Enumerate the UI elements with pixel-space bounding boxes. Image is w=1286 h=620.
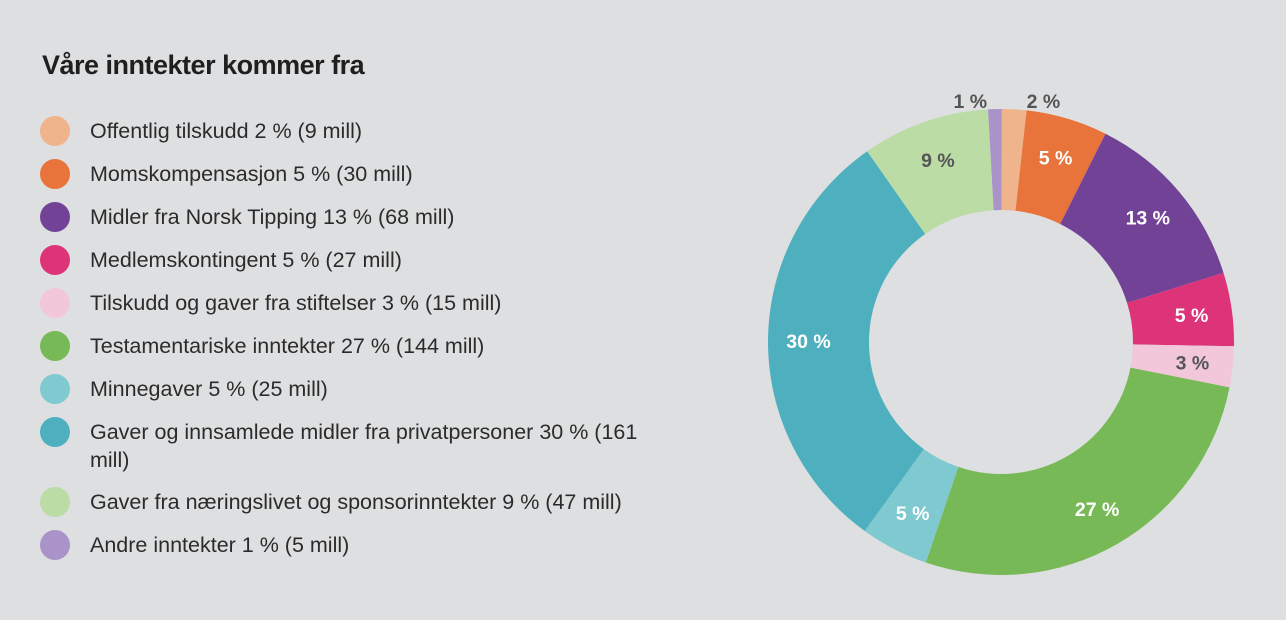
slice-label: 9 % bbox=[921, 150, 955, 172]
donut-slice bbox=[925, 367, 1230, 575]
slice-label: 27 % bbox=[1075, 499, 1119, 521]
legend-item: Minnegaver 5 % (25 mill) bbox=[40, 374, 700, 404]
slice-label: 1 % bbox=[954, 91, 988, 113]
legend-item: Gaver og innsamlede midler fra privatper… bbox=[40, 417, 700, 474]
legend-item: Testamentariske inntekter 27 % (144 mill… bbox=[40, 331, 700, 361]
legend-label: Testamentariske inntekter 27 % (144 mill… bbox=[90, 334, 485, 358]
legend-swatch bbox=[40, 159, 70, 189]
legend: Offentlig tilskudd 2 % (9 mill) Momskompe… bbox=[40, 116, 700, 573]
donut-slice bbox=[867, 109, 994, 234]
donut-slice bbox=[1130, 344, 1234, 388]
slice-label: 3 % bbox=[1176, 353, 1210, 375]
legend-swatch bbox=[40, 487, 70, 517]
legend-swatch bbox=[40, 530, 70, 560]
legend-swatch bbox=[40, 331, 70, 361]
legend-label: Andre inntekter 1 % (5 mill) bbox=[90, 533, 350, 557]
legend-item: Momskompensasjon 5 % (30 mill) bbox=[40, 159, 700, 189]
legend-item: Medlemskontingent 5 % (27 mill) bbox=[40, 245, 700, 275]
donut-slice bbox=[1060, 133, 1224, 303]
slice-label: 5 % bbox=[896, 503, 930, 525]
legend-label: Momskompensasjon 5 % (30 mill) bbox=[90, 162, 413, 186]
donut-slice bbox=[1015, 110, 1106, 225]
legend-label: Midler fra Norsk Tipping 13 % (68 mill) bbox=[90, 205, 455, 229]
slice-label: 2 % bbox=[1027, 91, 1061, 113]
legend-label: Offentlig tilskudd 2 % (9 mill) bbox=[90, 119, 363, 143]
donut-slice bbox=[1001, 109, 1027, 211]
legend-item: Midler fra Norsk Tipping 13 % (68 mill) bbox=[40, 202, 700, 232]
legend-item: Gaver fra næringslivet og sponsorinntekt… bbox=[40, 487, 700, 517]
slice-label: 5 % bbox=[1039, 147, 1073, 169]
legend-item: Andre inntekter 1 % (5 mill) bbox=[40, 530, 700, 560]
legend-swatch bbox=[40, 245, 70, 275]
legend-swatch bbox=[40, 202, 70, 232]
slice-label: 13 % bbox=[1126, 207, 1170, 229]
legend-swatch bbox=[40, 374, 70, 404]
legend-label: Tilskudd og gaver fra stiftelser 3 % (15… bbox=[90, 291, 502, 315]
donut-slice bbox=[864, 449, 959, 563]
legend-label: Medlemskontingent 5 % (27 mill) bbox=[90, 248, 402, 272]
donut-slice bbox=[1127, 272, 1234, 347]
legend-swatch bbox=[40, 417, 70, 447]
legend-item: Tilskudd og gaver fra stiftelser 3 % (15… bbox=[40, 288, 700, 318]
legend-item: Offentlig tilskudd 2 % (9 mill) bbox=[40, 116, 700, 146]
slice-label: 30 % bbox=[786, 331, 830, 353]
donut-slice bbox=[988, 108, 1002, 211]
legend-swatch bbox=[40, 116, 70, 146]
legend-label: Gaver fra næringslivet og sponsorinntekt… bbox=[90, 490, 622, 514]
legend-label: Minnegaver 5 % (25 mill) bbox=[90, 377, 328, 401]
legend-label: Gaver og innsamlede midler fra privatper… bbox=[90, 420, 638, 472]
donut-slice bbox=[768, 151, 926, 531]
slice-label: 5 % bbox=[1175, 305, 1209, 327]
legend-swatch bbox=[40, 288, 70, 318]
chart-title: Våre inntekter kommer fra bbox=[42, 50, 365, 80]
